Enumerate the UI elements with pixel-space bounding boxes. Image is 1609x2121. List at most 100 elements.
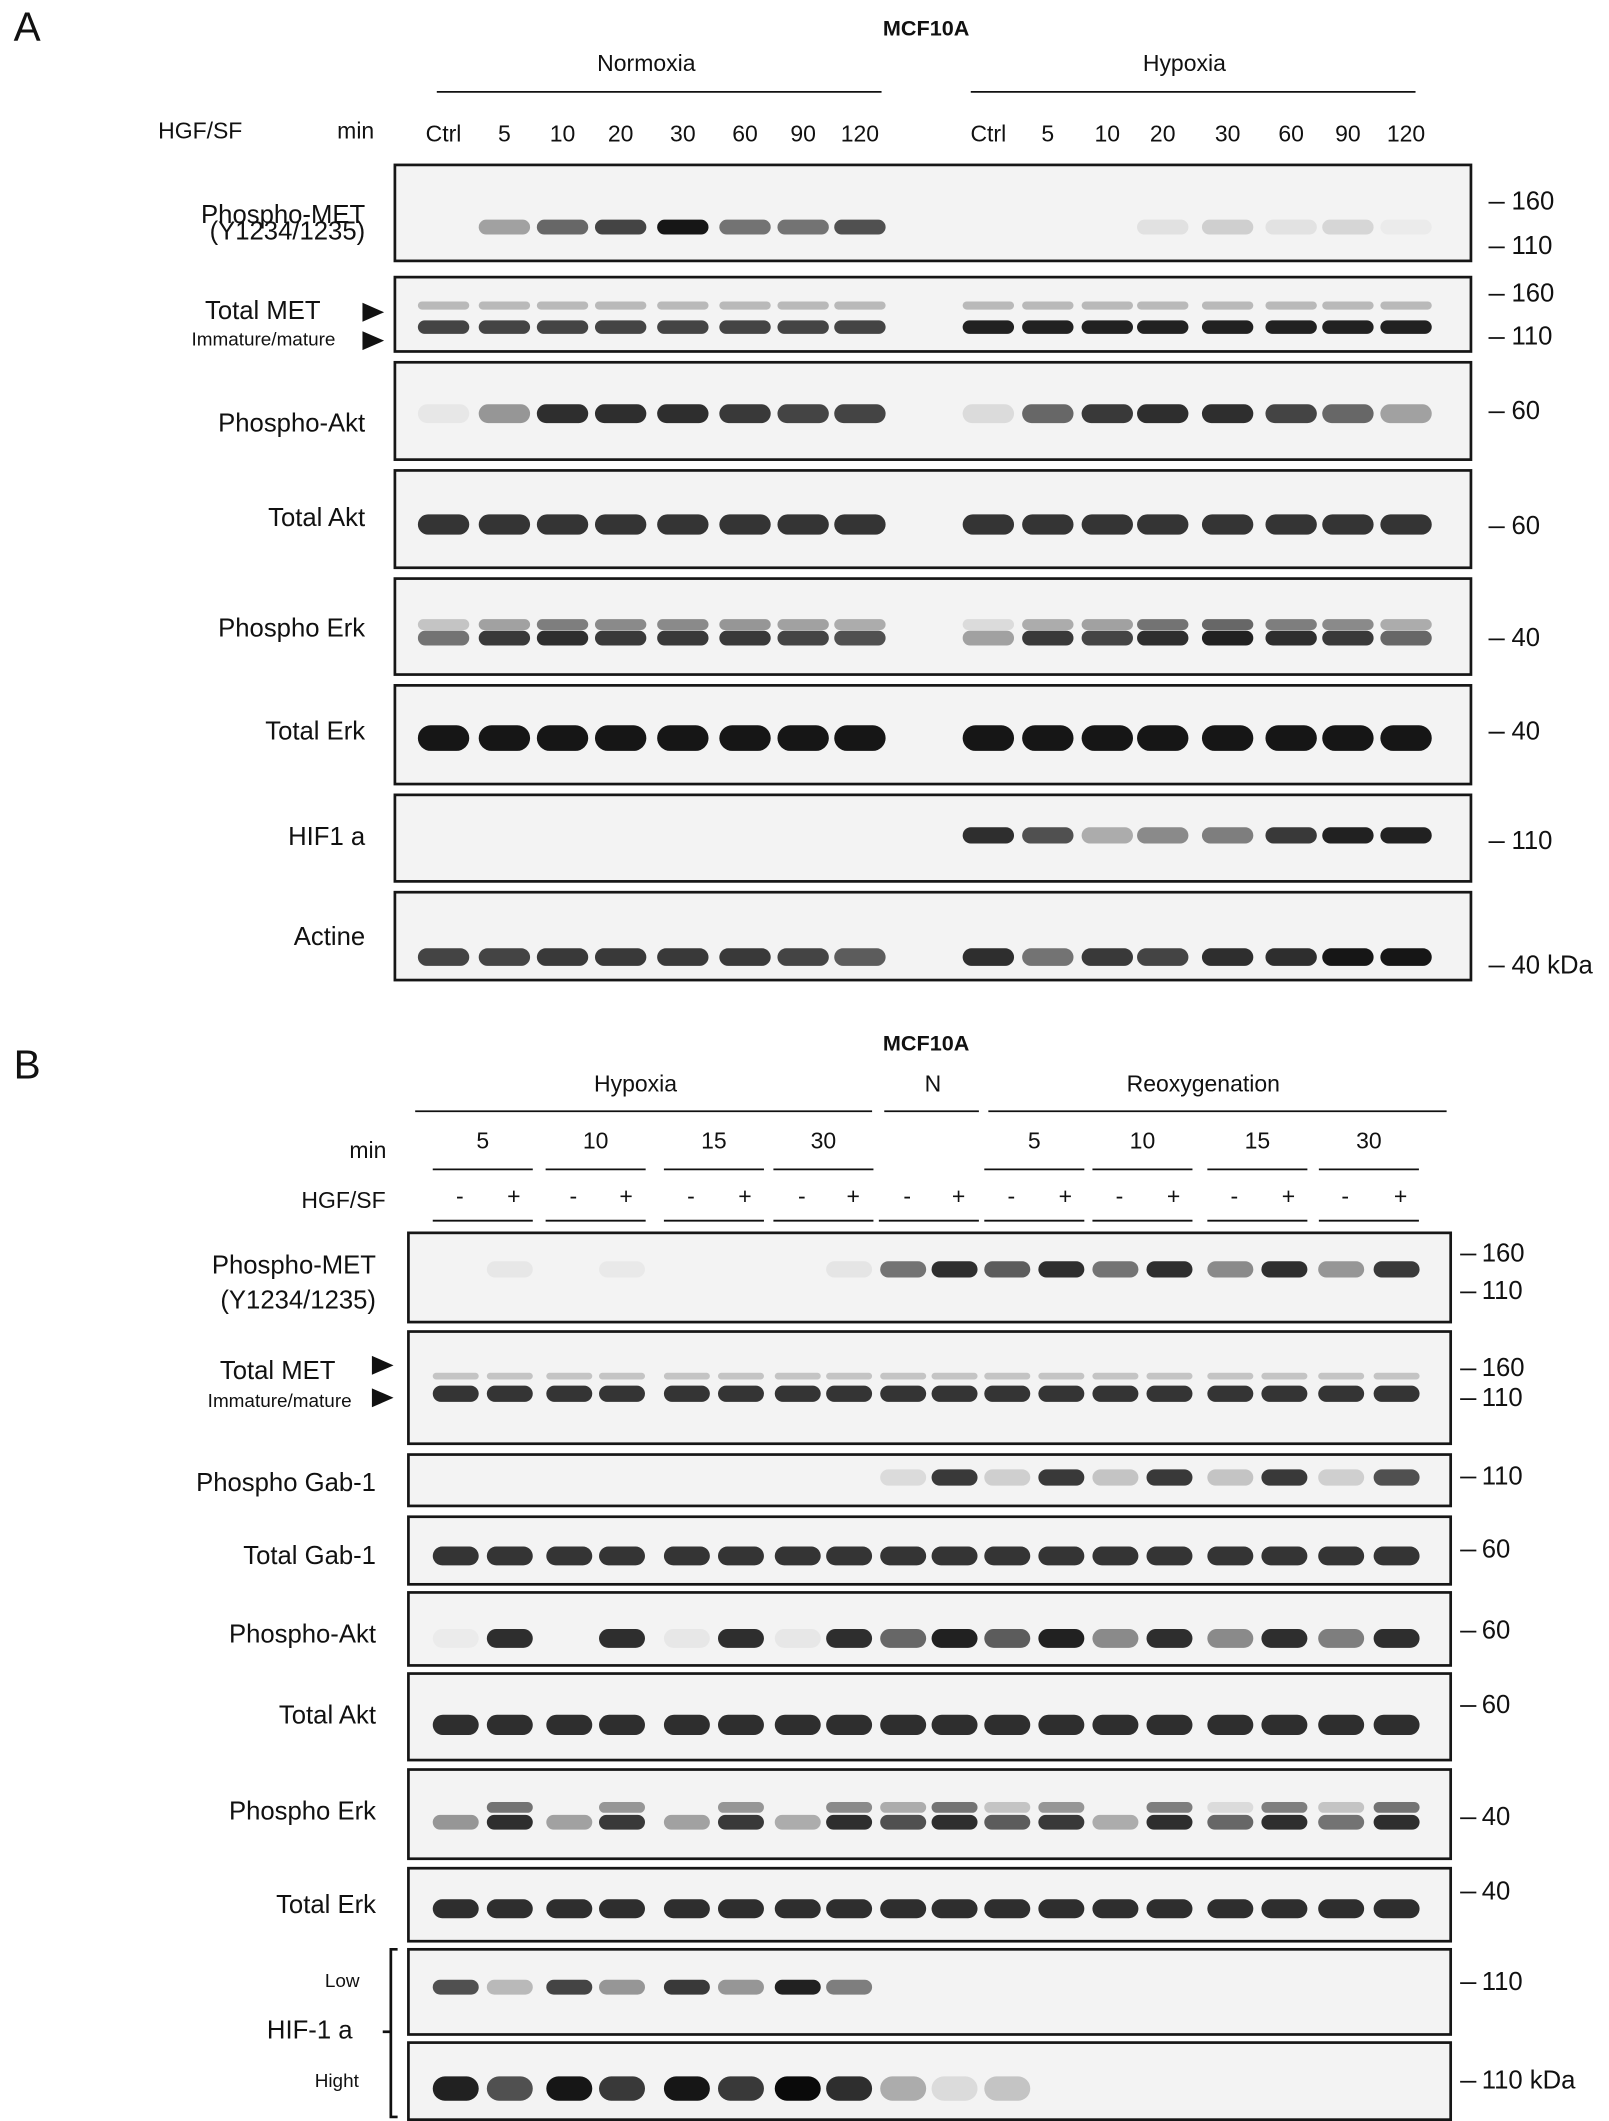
band	[880, 1801, 927, 1813]
band	[719, 725, 771, 751]
band	[984, 1385, 1031, 1402]
band	[478, 630, 531, 646]
band	[1201, 301, 1254, 310]
mw-marker: 110	[1512, 323, 1553, 351]
band	[719, 948, 771, 966]
blot-label: Phospho-Akt	[229, 1620, 376, 1648]
band	[536, 619, 589, 630]
band	[719, 219, 771, 235]
band	[594, 630, 647, 646]
blot-label: Phospho-MET	[201, 201, 365, 229]
treatment-label: -	[798, 1183, 806, 1209]
band	[1038, 1372, 1085, 1380]
band	[1261, 1372, 1308, 1380]
band	[931, 1261, 978, 1278]
band	[594, 948, 647, 966]
band	[478, 320, 531, 334]
band	[719, 619, 771, 630]
band	[433, 1629, 479, 1648]
treatment-label: -	[1116, 1183, 1124, 1209]
band	[1038, 1801, 1085, 1813]
band	[1092, 1261, 1139, 1278]
band	[1092, 1628, 1139, 1648]
mw-marker: 40	[1482, 1803, 1511, 1831]
band	[962, 404, 1015, 424]
blot-sublabel: Immature/mature	[208, 1391, 352, 1412]
band	[826, 1814, 873, 1830]
time-label: 15	[701, 1127, 727, 1153]
band	[1207, 1385, 1254, 1402]
time-label: 30	[1356, 1127, 1382, 1153]
panel-label: B	[14, 1042, 41, 1088]
band	[478, 514, 531, 535]
band	[432, 1899, 479, 1919]
band	[880, 1469, 927, 1486]
band	[657, 725, 709, 751]
band	[962, 630, 1015, 646]
band	[826, 1385, 873, 1402]
band	[834, 619, 886, 630]
band	[1318, 1546, 1365, 1566]
row-label: HGF/SF	[158, 118, 242, 144]
mw-marker: 40	[1512, 624, 1541, 652]
band	[962, 948, 1015, 966]
treatment-label: -	[1007, 1183, 1015, 1209]
band	[1380, 320, 1432, 334]
band	[719, 320, 771, 334]
band	[546, 1814, 593, 1830]
band	[1373, 1261, 1420, 1278]
band	[826, 1372, 873, 1380]
band	[1081, 404, 1133, 424]
band	[826, 1546, 873, 1566]
band	[834, 948, 886, 966]
band	[717, 1546, 764, 1566]
band	[478, 219, 531, 235]
band	[1146, 1261, 1193, 1278]
band	[1137, 404, 1189, 424]
band	[1092, 1899, 1139, 1919]
treatment-label: +	[952, 1183, 965, 1209]
mw-marker: 110	[1512, 232, 1553, 260]
band	[432, 1814, 479, 1830]
arrow	[371, 1388, 394, 1408]
band	[657, 301, 709, 310]
band	[1318, 1814, 1365, 1830]
band	[774, 1628, 821, 1648]
band	[536, 630, 589, 646]
band	[1092, 1546, 1139, 1566]
band	[536, 514, 589, 535]
band	[546, 1714, 593, 1736]
band	[599, 1372, 645, 1380]
band	[599, 1979, 645, 1995]
band	[1265, 320, 1317, 334]
mw-marker: 160	[1482, 1239, 1525, 1267]
lane-label: 5	[498, 120, 511, 146]
band	[663, 1979, 710, 1995]
band	[1380, 220, 1431, 235]
blot-label: Phospho-Akt	[218, 409, 365, 437]
band	[1146, 1385, 1193, 1402]
band	[834, 219, 886, 235]
treatment-label: +	[738, 1183, 751, 1209]
band	[1038, 1814, 1085, 1830]
band	[1380, 630, 1432, 646]
band	[717, 1714, 764, 1736]
band	[1207, 1899, 1254, 1919]
band	[1265, 404, 1317, 424]
blot-label: (Y1234/1235)	[220, 1287, 376, 1315]
band	[1137, 630, 1189, 646]
blot	[407, 1768, 1453, 1861]
band	[962, 619, 1015, 630]
mw-marker: 60	[1512, 397, 1541, 425]
band	[546, 1899, 593, 1919]
band	[432, 2076, 479, 2101]
time-label: 30	[811, 1127, 837, 1153]
band	[657, 219, 709, 235]
band	[599, 1714, 645, 1736]
band	[1373, 1372, 1420, 1380]
band	[432, 1979, 479, 1995]
band	[984, 1714, 1031, 1736]
band	[536, 948, 589, 966]
time-label: 15	[1245, 1127, 1271, 1153]
mw-marker: 40	[1482, 1877, 1511, 1905]
